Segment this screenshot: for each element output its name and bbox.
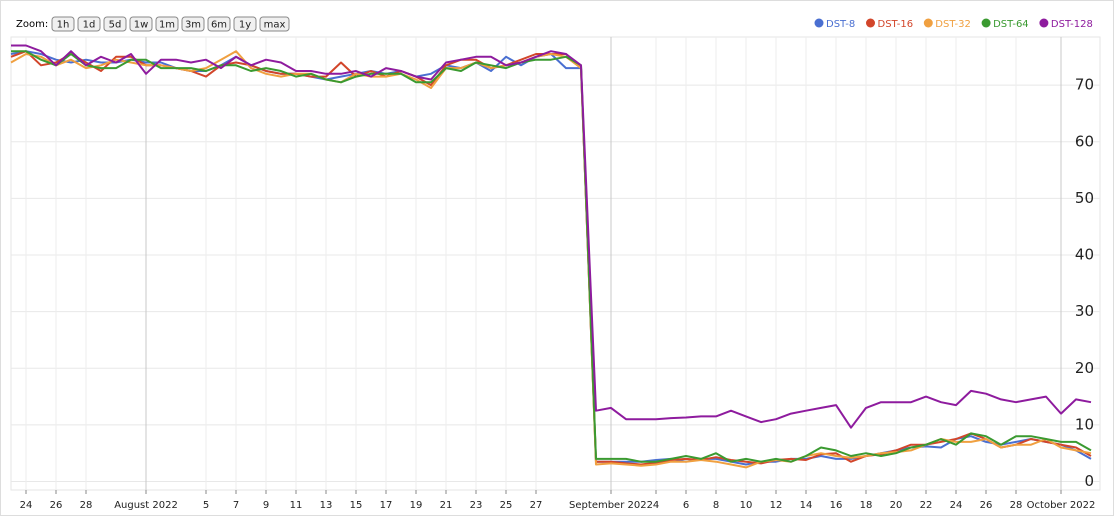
x-tick-label: 4 bbox=[653, 500, 659, 511]
y-tick-label: 50 bbox=[1075, 189, 1094, 207]
zoom-button[interactable] bbox=[77, 16, 101, 32]
legend-marker bbox=[866, 18, 875, 28]
y-tick-label: 70 bbox=[1075, 76, 1094, 94]
zoom-label: Zoom: bbox=[16, 19, 48, 30]
x-tick-label: September 2022 bbox=[569, 500, 653, 511]
zoom-button-label[interactable]: 1d bbox=[83, 20, 96, 31]
x-tick-label: 28 bbox=[1010, 500, 1023, 511]
x-tick-label: 11 bbox=[290, 500, 303, 511]
zoom-button-label[interactable]: 1w bbox=[134, 20, 149, 31]
zoom-button-label[interactable]: 1m bbox=[159, 20, 175, 31]
legend-marker bbox=[814, 18, 824, 28]
x-tick-label: 16 bbox=[830, 500, 843, 511]
x-tick-label: 26 bbox=[50, 500, 63, 511]
x-tick-label: 25 bbox=[500, 500, 513, 511]
x-tick-label: August 2022 bbox=[114, 500, 178, 511]
zoom-button-label[interactable]: 6m bbox=[211, 20, 227, 31]
legend-label: DST-128 bbox=[1051, 19, 1093, 30]
x-tick-label: 14 bbox=[800, 500, 813, 511]
x-tick-label: 27 bbox=[530, 500, 543, 511]
x-tick-label: 12 bbox=[770, 500, 783, 511]
zoom-button[interactable] bbox=[181, 16, 205, 32]
y-tick-label: 60 bbox=[1075, 132, 1094, 150]
x-tick-label: 9 bbox=[263, 500, 269, 511]
x-tick-label: 26 bbox=[980, 500, 993, 511]
zoom-button-label[interactable]: 3m bbox=[185, 20, 201, 31]
legend-label: DST-8 bbox=[826, 19, 855, 30]
x-tick-label: 18 bbox=[860, 500, 873, 511]
x-tick-label: 13 bbox=[320, 500, 333, 511]
x-tick-label: 22 bbox=[920, 500, 933, 511]
data-line bbox=[11, 50, 1092, 463]
zoom-button-label[interactable]: max bbox=[264, 20, 286, 31]
zoom-button[interactable] bbox=[129, 16, 153, 32]
x-tick-label: 19 bbox=[410, 500, 423, 511]
y-tick-label: 10 bbox=[1075, 415, 1094, 433]
legend-marker bbox=[1039, 18, 1049, 28]
zoom-button[interactable] bbox=[51, 16, 75, 32]
zoom-button-label[interactable]: 1h bbox=[57, 20, 70, 31]
y-tick-label: 40 bbox=[1075, 246, 1094, 264]
x-tick-label: 17 bbox=[380, 500, 393, 511]
y-tick-label: 0 bbox=[1084, 472, 1094, 490]
zoom-button-label[interactable]: 5d bbox=[109, 20, 122, 31]
zoom-button-label[interactable]: 1y bbox=[239, 20, 251, 31]
zoom-button[interactable] bbox=[233, 16, 257, 32]
x-tick-label: 24 bbox=[950, 500, 963, 511]
plot-area bbox=[10, 36, 1101, 491]
x-tick-label: 20 bbox=[890, 500, 903, 511]
x-tick-label: 15 bbox=[350, 500, 363, 511]
data-line bbox=[11, 44, 1092, 429]
zoom-button[interactable] bbox=[207, 16, 231, 32]
y-tick-label: 30 bbox=[1075, 302, 1094, 320]
x-tick-label: October 2022 bbox=[1027, 500, 1096, 511]
x-tick-label: 23 bbox=[470, 500, 483, 511]
x-tick-label: 21 bbox=[440, 500, 453, 511]
zoom-button[interactable] bbox=[103, 16, 127, 32]
x-tick-label: 7 bbox=[233, 500, 239, 511]
x-tick-label: 6 bbox=[683, 500, 689, 511]
x-tick-label: 24 bbox=[20, 500, 33, 511]
data-line bbox=[10, 50, 1092, 469]
legend-label: DST-16 bbox=[878, 19, 914, 30]
x-tick-label: 5 bbox=[203, 500, 209, 511]
legend-label: DST-32 bbox=[935, 19, 971, 30]
y-tick-label: 20 bbox=[1075, 359, 1094, 377]
legend-marker bbox=[981, 18, 991, 28]
x-tick-label: 10 bbox=[740, 500, 753, 511]
legend-label: DST-64 bbox=[993, 19, 1029, 30]
legend-marker bbox=[923, 18, 933, 28]
x-tick-label: 28 bbox=[80, 500, 93, 511]
zoom-button[interactable] bbox=[155, 16, 179, 32]
x-tick-label: 8 bbox=[713, 500, 719, 511]
zoom-button[interactable] bbox=[259, 16, 290, 32]
